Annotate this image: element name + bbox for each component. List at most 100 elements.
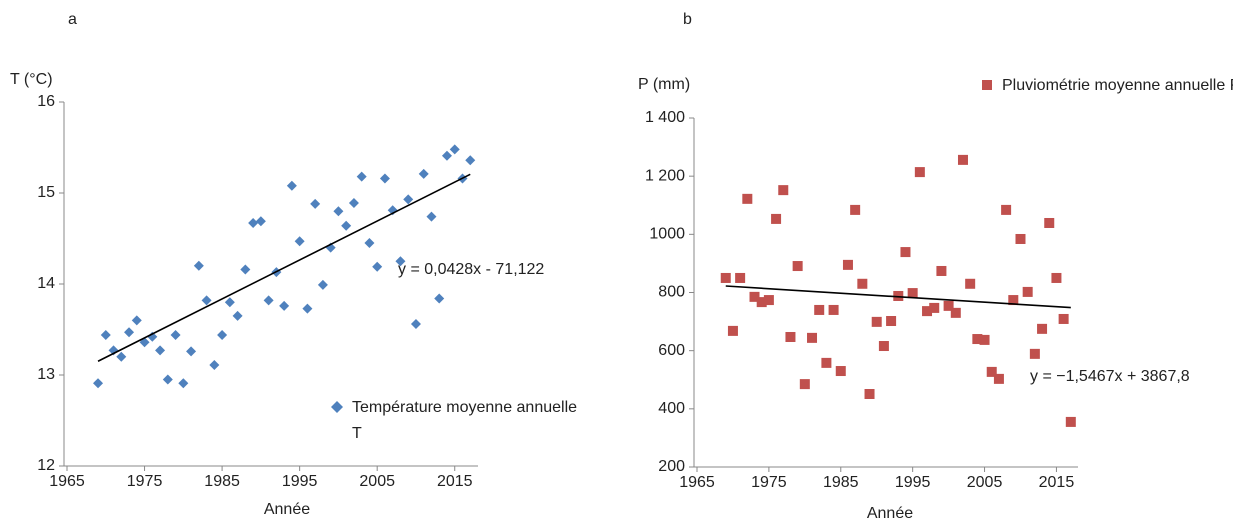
point [286,180,297,191]
point [310,198,321,209]
y-tick-label: 15 [37,184,55,201]
x-tick-label: 2015 [437,473,473,490]
point [124,327,135,338]
point [814,304,825,315]
legend-label: Pluviométrie moyenne annuelle P [1002,77,1233,94]
point [263,295,274,306]
point [914,167,925,178]
point [979,334,990,345]
point [100,329,111,340]
point [302,303,313,314]
point [356,171,367,182]
point [418,168,429,179]
trend-equation: y = −1,5467x + 3867,8 [1030,368,1190,385]
point [170,329,181,340]
y-tick-label: 16 [37,93,55,110]
point [441,150,452,161]
point [379,173,390,184]
point [950,307,961,318]
y-tick-label: 12 [37,457,55,474]
point [771,213,782,224]
y-tick-label: 600 [658,342,685,359]
point [403,194,414,205]
point [893,290,904,301]
point [317,279,328,290]
point [727,325,738,336]
point [255,216,266,227]
point [131,315,142,326]
point [155,345,166,356]
point [116,351,127,362]
x-tick-label: 1985 [204,473,240,490]
point [426,211,437,222]
x-tick-label: 1995 [895,474,931,491]
panel-label: a [68,11,77,28]
point [240,264,251,275]
x-tick-label: 2015 [1039,474,1075,491]
point [1029,348,1040,359]
point [372,261,383,272]
point [410,319,421,330]
panel-label: b [683,11,692,28]
y-tick-label: 1 400 [645,109,685,126]
point [333,206,344,217]
point [900,247,911,258]
point [756,297,767,308]
point [821,357,832,368]
point [279,300,290,311]
point [828,304,839,315]
y-tick-label: 1000 [649,226,685,243]
point [792,261,803,272]
point [1044,217,1055,228]
point [778,185,789,196]
x-tick-label: 1965 [679,474,715,491]
x-tick-label: 2005 [359,473,395,490]
point [1065,416,1076,427]
point [1022,286,1033,297]
trendline [97,173,471,362]
point [857,278,868,289]
point [807,332,818,343]
point [886,316,897,327]
x-axis-title: Année [867,505,913,522]
x-axis-title: Année [264,501,310,518]
point [395,256,406,267]
point [162,374,173,385]
point [248,218,259,229]
y-axis-title: P (mm) [638,76,690,93]
point [364,238,375,249]
point [929,302,940,313]
legend-swatch [982,80,992,90]
point [922,306,933,317]
point [465,155,476,166]
point [785,331,796,342]
y-tick-label: 1 200 [645,167,685,184]
point [986,366,997,377]
point [178,378,189,389]
x-tick-label: 1995 [282,473,318,490]
point [763,295,774,306]
x-tick-label: 2005 [967,474,1003,491]
point [850,204,861,215]
point [835,366,846,377]
legend-label: Température moyenne annuelle T [352,399,578,442]
y-tick-label: 14 [37,275,55,292]
legend-entry: Pluviométrie moyenne annuelle P [982,73,1233,99]
point [1001,204,1012,215]
trendline [725,285,1071,309]
point [943,300,954,311]
point [972,334,983,345]
point [209,359,220,370]
point [1051,272,1062,283]
point [1008,295,1019,306]
point [201,295,212,306]
x-tick-label: 1975 [751,474,787,491]
point [449,144,460,155]
point [434,293,445,304]
point [864,389,875,400]
y-tick-label: 400 [658,400,685,417]
point [147,331,158,342]
point [348,198,359,209]
y-tick-label: 13 [37,366,55,383]
